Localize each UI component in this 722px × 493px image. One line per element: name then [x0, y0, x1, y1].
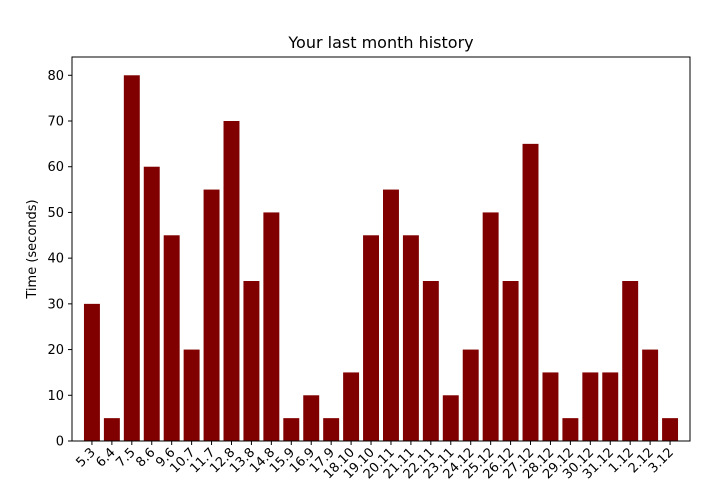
bar-26-12	[502, 281, 519, 441]
bar-31-12	[602, 372, 619, 441]
bar-11-7	[203, 189, 220, 441]
bar-27-12	[522, 143, 539, 441]
bar-24-12	[462, 349, 479, 441]
y-tick-label: 20	[47, 343, 64, 358]
bar-14-8	[263, 212, 280, 441]
y-axis: 0 10 20 30 40 50 60 70 80	[47, 69, 72, 450]
bar-8-6	[143, 166, 160, 441]
bar-2-12	[642, 349, 659, 441]
bar-6-4	[103, 418, 120, 441]
y-tick-label: 0	[56, 435, 64, 450]
bar-25-12	[482, 212, 499, 441]
bar-9-6	[163, 235, 180, 441]
bar-20-11	[382, 189, 399, 441]
bar-5-3	[83, 303, 100, 441]
bar-21-11	[402, 235, 419, 441]
y-tick-label: 80	[47, 69, 64, 84]
bar-22-11	[422, 281, 439, 441]
bar-29-12	[562, 418, 579, 441]
plot-area-frame	[71, 56, 691, 442]
bar-16-9	[303, 395, 320, 441]
bars-group	[83, 75, 679, 442]
bar-10-7	[183, 349, 200, 441]
bar-1-12	[622, 281, 639, 441]
y-tick-label: 10	[47, 389, 64, 404]
bar-7-5	[123, 75, 140, 442]
y-tick-label: 60	[47, 160, 64, 175]
y-axis-label: Time (seconds)	[25, 199, 40, 299]
bar-15-9	[283, 418, 300, 441]
y-tick-label: 30	[47, 297, 64, 312]
y-tick-label: 40	[47, 252, 64, 267]
bar-3-12	[662, 418, 679, 441]
y-tick-label: 70	[47, 115, 64, 130]
chart-title: Your last month history	[287, 33, 473, 52]
bar-13-8	[243, 281, 260, 441]
bar-17-9	[323, 418, 340, 441]
bar-18-10	[343, 372, 360, 441]
y-tick-label: 50	[47, 206, 64, 221]
bar-19-10	[363, 235, 380, 441]
bar-12-8	[223, 121, 240, 441]
bar-30-12	[582, 372, 599, 441]
bar-23-11	[442, 395, 459, 441]
bar-28-12	[542, 372, 559, 441]
